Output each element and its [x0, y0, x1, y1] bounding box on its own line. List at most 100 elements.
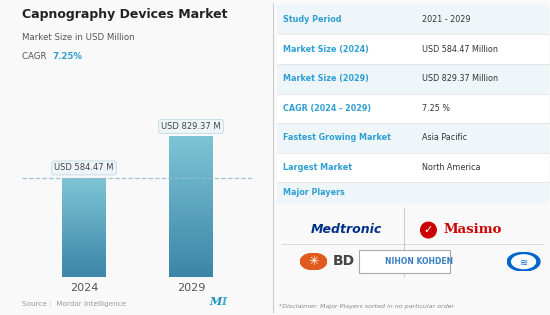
Text: USD 829.37 Million: USD 829.37 Million — [422, 74, 498, 83]
Bar — [168, 154, 213, 155]
Bar — [168, 167, 213, 168]
Bar — [168, 143, 213, 144]
Bar — [62, 178, 107, 179]
Bar — [168, 225, 213, 226]
Bar — [168, 224, 213, 225]
Bar — [62, 276, 107, 277]
Bar — [168, 138, 213, 139]
Bar — [168, 196, 213, 197]
Bar — [168, 231, 213, 232]
Bar — [168, 272, 213, 273]
Bar — [168, 147, 213, 148]
Bar — [62, 253, 107, 254]
Bar — [168, 203, 213, 204]
Circle shape — [507, 252, 540, 271]
Bar — [168, 204, 213, 205]
Bar — [62, 226, 107, 227]
Bar — [62, 200, 107, 201]
Text: *Disclaimer: Major Players sorted in no particular order: *Disclaimer: Major Players sorted in no … — [279, 304, 454, 309]
Bar — [168, 218, 213, 219]
Bar — [168, 187, 213, 188]
Text: Source :  Mordor Intelligence: Source : Mordor Intelligence — [22, 301, 126, 307]
Bar — [168, 270, 213, 271]
Bar — [62, 274, 107, 275]
Text: CAGR: CAGR — [22, 52, 50, 61]
Bar — [62, 199, 107, 200]
Bar — [62, 209, 107, 210]
Bar — [168, 260, 213, 261]
Bar — [62, 260, 107, 261]
Bar — [168, 158, 213, 159]
Bar — [62, 266, 107, 267]
Bar — [168, 233, 213, 234]
Bar — [168, 212, 213, 213]
Text: 2021 - 2029: 2021 - 2029 — [422, 15, 471, 24]
Bar — [168, 219, 213, 220]
Text: Study Period: Study Period — [283, 15, 342, 24]
Bar — [62, 198, 107, 199]
Circle shape — [300, 253, 327, 270]
Bar — [168, 240, 213, 241]
Bar — [62, 252, 107, 253]
Bar — [168, 170, 213, 171]
Bar — [62, 221, 107, 222]
Bar — [168, 173, 213, 174]
Text: USD 584.47 M: USD 584.47 M — [54, 163, 114, 172]
Bar — [62, 183, 107, 184]
Bar — [168, 197, 213, 198]
Text: 7.25 %: 7.25 % — [422, 104, 450, 113]
Bar — [168, 215, 213, 216]
Text: Masimo: Masimo — [444, 223, 502, 236]
Bar — [168, 139, 213, 140]
Text: ≋: ≋ — [520, 258, 527, 268]
Text: ◀: ◀ — [367, 257, 376, 267]
Bar — [168, 250, 213, 251]
Bar — [168, 271, 213, 272]
Bar — [62, 194, 107, 195]
Bar — [168, 255, 213, 256]
Bar — [62, 273, 107, 274]
Bar — [168, 232, 213, 233]
Bar — [168, 243, 213, 244]
Bar — [62, 197, 107, 198]
Text: BD: BD — [333, 255, 355, 268]
Bar — [62, 185, 107, 186]
Bar — [62, 220, 107, 221]
Bar — [62, 235, 107, 236]
Bar — [62, 254, 107, 255]
Bar — [62, 212, 107, 213]
Bar — [62, 265, 107, 266]
Bar — [168, 145, 213, 146]
Bar — [168, 221, 213, 222]
Bar — [62, 202, 107, 203]
Bar — [168, 164, 213, 165]
Bar — [168, 185, 213, 186]
Bar — [168, 256, 213, 257]
Bar — [168, 162, 213, 163]
Text: I: I — [221, 296, 227, 307]
Bar — [62, 258, 107, 259]
Bar — [62, 216, 107, 217]
Bar — [62, 270, 107, 271]
Bar — [168, 210, 213, 211]
Bar — [168, 191, 213, 192]
Bar — [168, 150, 213, 151]
Bar — [62, 206, 107, 207]
Text: CAGR (2024 - 2029): CAGR (2024 - 2029) — [283, 104, 371, 113]
Bar — [168, 201, 213, 202]
Bar — [168, 263, 213, 264]
Bar — [62, 182, 107, 183]
Bar — [168, 213, 213, 214]
Text: Fastest Growing Market: Fastest Growing Market — [283, 134, 391, 142]
Bar — [62, 204, 107, 205]
Bar — [62, 230, 107, 231]
Bar — [62, 238, 107, 239]
Bar — [168, 238, 213, 239]
Bar — [62, 240, 107, 241]
Bar — [168, 199, 213, 200]
Text: Capnography Devices Market: Capnography Devices Market — [22, 8, 228, 21]
Bar — [168, 195, 213, 196]
Bar — [62, 189, 107, 190]
Bar — [168, 229, 213, 230]
Bar — [168, 269, 213, 270]
